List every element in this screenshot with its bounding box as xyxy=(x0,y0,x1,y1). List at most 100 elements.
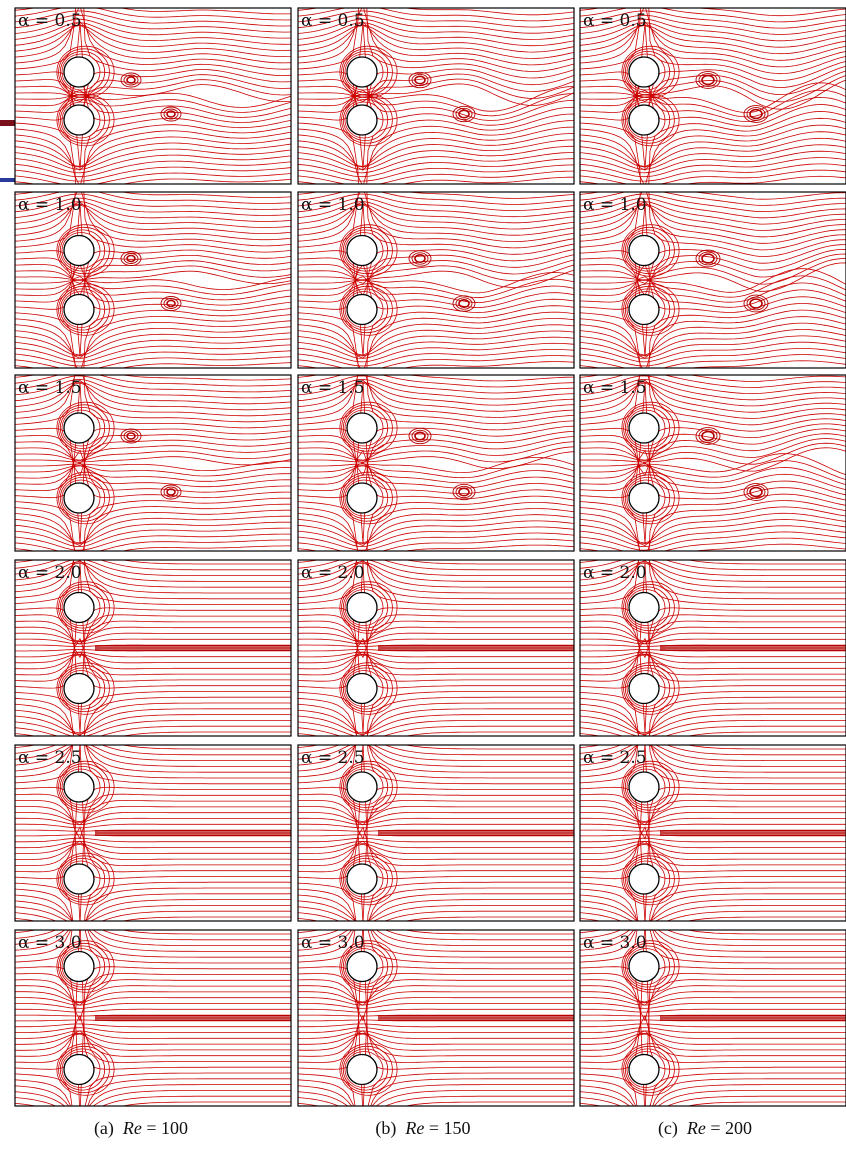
cylinder xyxy=(346,672,378,705)
streamlines xyxy=(580,930,846,1106)
panel-frame xyxy=(14,7,292,185)
streamlines xyxy=(15,192,291,368)
cylinder xyxy=(346,591,378,624)
caption-col-c: (c) Re = 200 xyxy=(564,1118,846,1139)
alpha-label: α = 1.0 xyxy=(18,195,82,215)
cylinder xyxy=(63,234,95,267)
cylinder xyxy=(628,482,660,514)
cylinder xyxy=(346,293,378,326)
panel-frame xyxy=(579,191,846,369)
alpha-label: α = 2.0 xyxy=(583,563,647,583)
streamlines xyxy=(15,375,291,551)
panel-frame xyxy=(579,559,846,737)
caption-re-label: Re xyxy=(686,1118,706,1138)
alpha-label: α = 2.0 xyxy=(301,563,365,583)
caption-re-label: Re xyxy=(405,1118,425,1138)
cylinder xyxy=(346,950,378,983)
panel-frame xyxy=(297,559,575,737)
cylinder xyxy=(628,104,660,136)
flow-panel: α = 0.5 xyxy=(297,7,575,185)
cylinder xyxy=(346,104,378,136)
alpha-label: α = 2.5 xyxy=(301,748,365,768)
cylinder xyxy=(346,482,378,514)
cylinder xyxy=(628,771,660,803)
flow-panel: α = 1.0 xyxy=(579,191,846,369)
cylinder xyxy=(63,104,95,136)
flow-panel: α = 0.5 xyxy=(579,7,846,185)
caption-letter: (c) xyxy=(657,1118,678,1138)
alpha-label: α = 3.0 xyxy=(18,933,82,953)
streamlines xyxy=(15,8,291,184)
alpha-label: α = 2.5 xyxy=(18,748,82,768)
streamlines xyxy=(298,192,574,368)
streamlines xyxy=(580,192,846,368)
panel-frame xyxy=(14,929,292,1107)
cylinder xyxy=(628,591,660,624)
alpha-label: α = 2.0 xyxy=(18,563,82,583)
cylinder xyxy=(346,412,378,444)
panel-frame xyxy=(297,744,575,922)
streamlines xyxy=(580,375,846,551)
slide-bar-red xyxy=(0,120,16,126)
streamlines xyxy=(298,8,574,184)
streamlines xyxy=(298,930,574,1106)
caption-col-b: (b) Re = 150 xyxy=(282,1118,564,1139)
panel-frame xyxy=(14,744,292,922)
alpha-label: α = 3.0 xyxy=(301,933,365,953)
cylinder xyxy=(628,412,660,444)
cylinder xyxy=(628,293,660,326)
flow-panel: α = 2.0 xyxy=(579,559,846,737)
cylinder xyxy=(628,1053,660,1086)
flow-panel: α = 3.0 xyxy=(579,929,846,1107)
panel-frame xyxy=(579,744,846,922)
alpha-label: α = 3.0 xyxy=(583,933,647,953)
cylinder xyxy=(63,863,95,895)
flow-panel: α = 1.5 xyxy=(579,374,846,552)
flow-panel: α = 1.0 xyxy=(14,191,292,369)
caption-re-label: Re xyxy=(122,1118,142,1138)
flow-panel: α = 2.5 xyxy=(579,744,846,922)
cylinder xyxy=(63,482,95,514)
streamlines xyxy=(580,8,846,184)
cylinder xyxy=(628,234,660,267)
flow-panel: α = 1.5 xyxy=(14,374,292,552)
streamlines xyxy=(298,375,574,551)
panel-frame xyxy=(297,374,575,552)
streamlines xyxy=(15,930,291,1106)
caption-col-a: (a) Re = 100 xyxy=(0,1118,282,1139)
panel-frame xyxy=(579,374,846,552)
cylinder xyxy=(63,950,95,983)
flow-panel: α = 3.0 xyxy=(14,929,292,1107)
flow-panel: α = 2.0 xyxy=(297,559,575,737)
panel-frame xyxy=(579,7,846,185)
streamlines xyxy=(15,745,291,921)
caption-re-value: = 100 xyxy=(146,1118,189,1138)
cylinder xyxy=(346,1053,378,1086)
streamlines xyxy=(15,560,291,736)
panel-frame xyxy=(297,7,575,185)
streamlines xyxy=(298,560,574,736)
cylinder xyxy=(346,56,378,88)
cylinder xyxy=(628,863,660,895)
cylinder xyxy=(63,1053,95,1086)
flow-panel: α = 3.0 xyxy=(297,929,575,1107)
flow-panel: α = 2.5 xyxy=(297,744,575,922)
cylinder xyxy=(63,591,95,624)
cylinder xyxy=(628,56,660,88)
flow-panel: α = 1.0 xyxy=(297,191,575,369)
panel-frame xyxy=(297,191,575,369)
flow-panel: α = 2.0 xyxy=(14,559,292,737)
cylinder xyxy=(346,863,378,895)
caption-re-value: = 150 xyxy=(428,1118,471,1138)
alpha-label: α = 1.0 xyxy=(301,195,365,215)
alpha-label: α = 2.5 xyxy=(583,748,647,768)
streamlines xyxy=(580,560,846,736)
caption-letter: (b) xyxy=(375,1118,397,1138)
alpha-label: α = 0.5 xyxy=(18,11,82,31)
caption-letter: (a) xyxy=(93,1118,114,1138)
alpha-label: α = 1.5 xyxy=(301,378,365,398)
alpha-label: α = 1.5 xyxy=(583,378,647,398)
caption-re-value: = 200 xyxy=(710,1118,753,1138)
slide-bar-blue xyxy=(0,178,16,182)
